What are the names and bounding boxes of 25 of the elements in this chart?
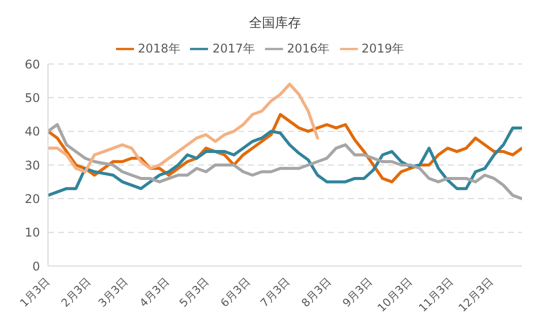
x-tick-label: 8月3日 [299, 275, 334, 310]
x-tick-label: 10月3日 [375, 275, 415, 315]
y-tick-label: 40 [24, 124, 40, 139]
y-tick-label: 20 [24, 192, 40, 206]
x-tick-label: 1月3日 [18, 275, 52, 310]
y-tick-label: 0 [32, 259, 40, 274]
legend-label: 2019年 [362, 41, 404, 56]
x-tick-label: 7月3日 [258, 275, 293, 310]
line-series [48, 82, 320, 174]
y-tick-label: 50 [24, 90, 40, 105]
x-tick-label: 12月3日 [456, 275, 496, 315]
legend-label: 2018年 [138, 41, 180, 56]
x-tick-label: 4月3日 [137, 275, 172, 310]
y-tick-label: 60 [24, 57, 40, 72]
x-tick-label: 11月3日 [416, 275, 456, 315]
x-tick-label: 3月3日 [96, 275, 131, 310]
x-tick-label: 5月3日 [176, 275, 212, 310]
y-tick-label: 10 [24, 226, 40, 240]
legend-label: 2017年 [212, 41, 255, 56]
legend-label: 2016年 [287, 41, 330, 56]
x-tick-label: 2月3日 [58, 275, 94, 310]
chart-title: 全国库存 [248, 15, 302, 33]
x-tick-label: 9月3日 [340, 275, 375, 310]
x-tick-label: 6月3日 [218, 275, 253, 310]
y-tick-label: 30 [24, 158, 40, 172]
